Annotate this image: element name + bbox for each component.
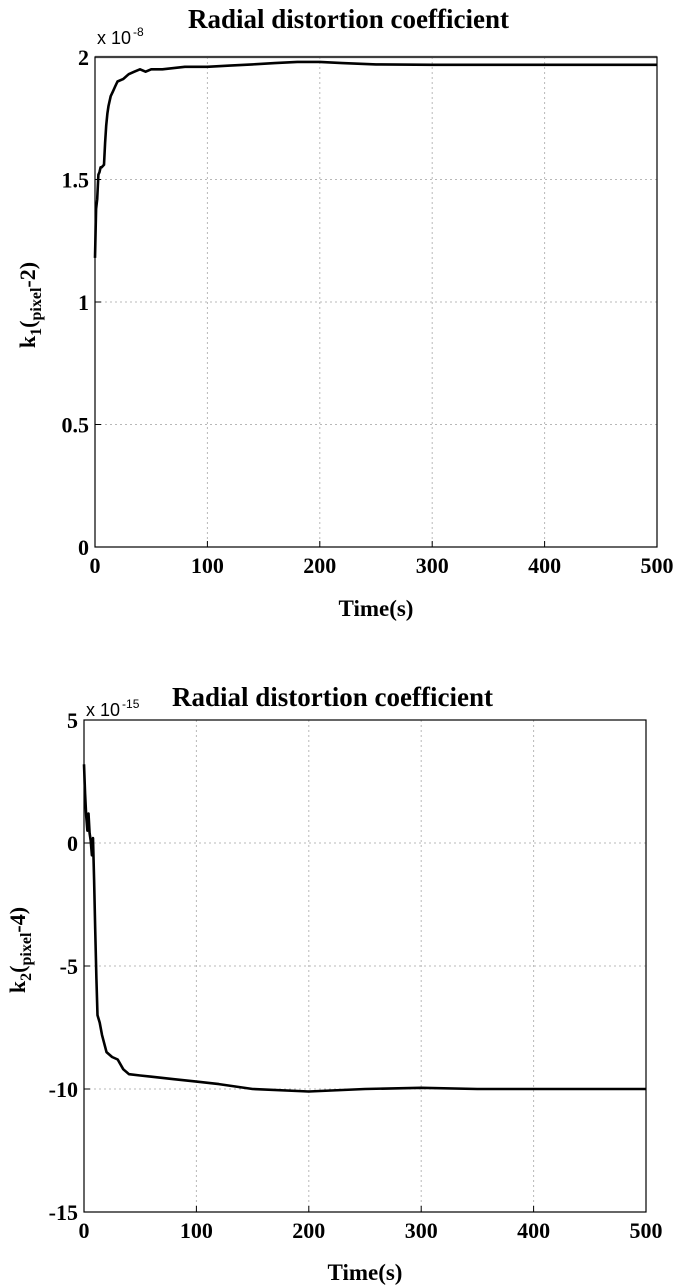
chart-k1-ylabel-open: ( <box>15 320 40 327</box>
chart-k1-y-axis-label: k1(pixel-2) <box>15 262 45 348</box>
chart-k2-xtick-label-5: 500 <box>630 1218 663 1243</box>
chart-k2-ylabel-main: k <box>5 980 30 993</box>
chart-k1-ytick-label-1: 0.5 <box>62 413 90 438</box>
chart-k1-xtick-label-2: 200 <box>303 553 336 578</box>
chart-k1-xtick-label-0: 0 <box>90 553 101 578</box>
chart-k2-x-axis-label: Time(s) <box>328 1260 403 1285</box>
chart-k2-multiplier: x 10 -15 <box>86 697 140 720</box>
chart-k1-series-line <box>93 60 657 258</box>
chart-k2-xtick-label-2: 200 <box>292 1218 325 1243</box>
chart-k1-title: Radial distortion coefficient <box>188 4 509 34</box>
chart-k1-x-axis-label: Time(s) <box>339 596 414 621</box>
chart-k2-gridlines <box>84 720 646 1212</box>
chart-k2-xtick-label-4: 400 <box>517 1218 550 1243</box>
chart-k2-ytick-label-0: -15 <box>49 1200 78 1225</box>
chart-k1-xtick-label-4: 400 <box>528 553 561 578</box>
chart-k1-ytick-label-0: 0 <box>78 535 89 560</box>
chart-k1-multiplier-base: x 10 <box>97 28 131 48</box>
chart-k2-ytick-label-3: 0 <box>67 831 78 856</box>
chart-k2-xtick-label-1: 100 <box>180 1218 213 1243</box>
chart-k1-ylabel-tail: -2) <box>15 262 40 288</box>
chart-k1-ylabel-sub2: pixel <box>28 287 45 320</box>
chart-k1-x-ticks: 0 100 200 300 400 500 <box>90 553 674 578</box>
chart-k1-gridlines <box>95 57 657 547</box>
chart-k2-ylabel-sub1: 2 <box>18 973 35 981</box>
chart-k2-ytick-label-1: -10 <box>49 1077 78 1102</box>
chart-k1-ytick-label-2: 1 <box>78 290 89 315</box>
chart-k2-tickmarks <box>83 719 647 1213</box>
chart-k2-y-axis-label: k2(pixel-4) <box>5 907 35 993</box>
chart-k2-ytick-label-4: 5 <box>67 708 78 733</box>
chart-k1-multiplier: x 10 -8 <box>97 25 144 48</box>
chart-k2-multiplier-exp: -15 <box>122 697 140 711</box>
chart-k2-ytick-label-2: -5 <box>60 954 78 979</box>
chart-k2-multiplier-base: x 10 <box>86 700 120 720</box>
chart-k1-ytick-label-4: 2 <box>78 45 89 70</box>
chart-k1-y-ticks: 0 0.5 1 1.5 2 <box>62 45 90 560</box>
chart-k1-ytick-label-3: 1.5 <box>62 168 90 193</box>
chart-k1-tickmarks <box>94 56 658 548</box>
chart-k1-ylabel-main: k <box>15 335 40 348</box>
chart-k2-title: Radial distortion coefficient <box>172 682 493 712</box>
chart-k1-ylabel-sub1: 1 <box>28 328 45 336</box>
chart-k1-xtick-label-5: 500 <box>641 553 674 578</box>
chart-k1-multiplier-exp: -8 <box>133 25 144 39</box>
chart-k2-ylabel-open: ( <box>5 965 30 972</box>
chart-k1-xtick-label-1: 100 <box>191 553 224 578</box>
chart-k2-y-ticks: -15 -10 -5 0 5 <box>49 708 78 1225</box>
chart-k2-x-ticks: 0 100 200 300 400 500 <box>79 1218 663 1243</box>
chart-k2-xtick-label-0: 0 <box>79 1218 90 1243</box>
chart-k1: Radial distortion coefficient x 10 -8 0 10… <box>15 4 674 621</box>
chart-k2-xtick-label-3: 300 <box>405 1218 438 1243</box>
chart-k2-series-line <box>82 764 646 1093</box>
chart-k1-xtick-label-3: 300 <box>416 553 449 578</box>
chart-k2-ylabel-tail: -4) <box>5 907 30 933</box>
chart-k2-ylabel-sub2: pixel <box>18 932 35 965</box>
